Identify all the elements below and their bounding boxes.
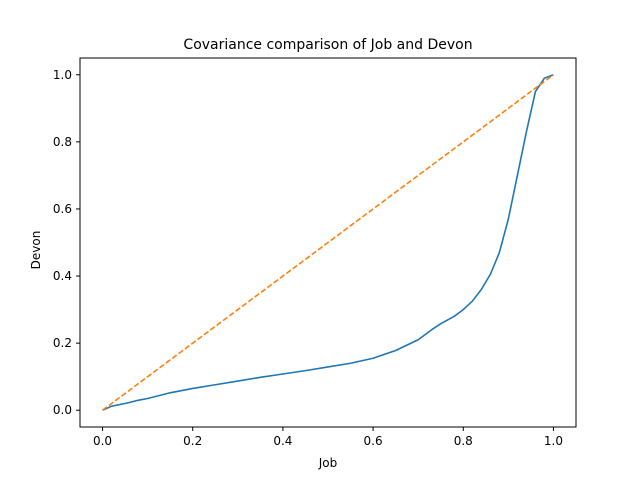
y-tick-label: 0.6 [53, 202, 72, 216]
series-line-1 [102, 74, 554, 411]
chart-title: Covariance comparison of Job and Devon [183, 37, 472, 53]
x-tick-label: 0.6 [364, 434, 383, 448]
x-tick-label: 0.4 [273, 434, 292, 448]
plot-frame [79, 57, 577, 428]
x-tick-label: 0.8 [454, 434, 473, 448]
y-tick-label: 0.2 [53, 336, 72, 350]
y-axis: 0.0 0.2 0.4 0.6 0.8 1.0 [53, 68, 80, 417]
x-axis: 0.0 0.2 0.4 0.6 0.8 1.0 [93, 427, 563, 448]
x-axis-label: Job [318, 456, 338, 470]
plot-area [102, 74, 554, 411]
y-tick-label: 0.8 [53, 135, 72, 149]
x-tick-label: 1.0 [544, 434, 563, 448]
x-tick-label: 0.2 [183, 434, 202, 448]
y-tick-label: 1.0 [53, 68, 72, 82]
y-tick-label: 0.0 [53, 403, 72, 417]
x-tick-label: 0.0 [93, 434, 112, 448]
series-line-0 [102, 74, 554, 411]
y-axis-label: Devon [29, 231, 43, 270]
y-tick-label: 0.4 [53, 269, 72, 283]
